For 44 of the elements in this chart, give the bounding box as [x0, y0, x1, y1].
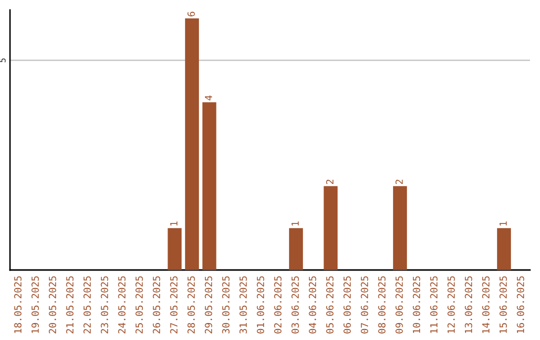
x-tick-label: 31.05.2025 — [239, 276, 247, 334]
x-tick-label: 28.05.2025 — [187, 276, 195, 334]
bar — [168, 228, 182, 270]
x-tick-label: 11.06.2025 — [430, 276, 438, 333]
x-tick-label: 29.05.2025 — [204, 276, 212, 334]
bar — [185, 18, 199, 270]
x-tick-label: 22.05.2025 — [83, 276, 91, 334]
x-tick-label: 08.06.2025 — [378, 276, 386, 334]
bar — [289, 228, 303, 270]
x-tick-label: 21.05.2025 — [66, 276, 74, 334]
x-tick-label: 01.06.2025 — [256, 276, 264, 334]
x-tick-label: 03.06.2025 — [291, 276, 299, 334]
x-tick-label: 27.05.2025 — [170, 276, 178, 334]
x-tick-label: 26.05.2025 — [152, 276, 160, 334]
bar — [393, 186, 407, 270]
x-tick-label: 30.05.2025 — [222, 276, 230, 334]
data-label: 1 — [292, 221, 299, 226]
bar — [202, 102, 216, 270]
x-tick-label: 18.05.2025 — [14, 276, 22, 333]
data-label: 2 — [395, 180, 403, 184]
data-label: 1 — [500, 221, 507, 226]
x-tick-label: 05.06.2025 — [326, 276, 334, 334]
x-tick-label: 15.06.2025 — [499, 276, 507, 333]
data-label: 4 — [204, 95, 212, 100]
x-tick-label: 02.06.2025 — [274, 276, 282, 334]
x-tick-label: 10.06.2025 — [412, 276, 420, 333]
data-label: 6 — [187, 12, 195, 16]
bar — [497, 228, 511, 270]
x-tick-label: 19.05.2025 — [31, 276, 39, 333]
x-tick-label: 09.06.2025 — [395, 276, 403, 334]
x-tick-label: 20.05.2025 — [48, 276, 56, 334]
x-tick-label: 23.05.2025 — [100, 276, 108, 334]
x-tick-label: 25.05.2025 — [135, 276, 143, 334]
x-tick-label: 13.06.2025 — [464, 276, 472, 333]
x-tick-label: 12.06.2025 — [447, 276, 455, 333]
bar — [324, 186, 338, 270]
x-tick-label: 07.06.2025 — [360, 276, 368, 334]
x-tick-label: 04.06.2025 — [308, 276, 316, 334]
x-tick-label: 24.05.2025 — [118, 276, 126, 334]
x-tick-label: 16.06.2025 — [516, 276, 524, 333]
data-label: 2 — [326, 180, 334, 184]
x-tick-label: 06.06.2025 — [343, 276, 351, 334]
x-tick-label: 14.06.2025 — [482, 276, 490, 333]
data-label: 1 — [170, 221, 178, 226]
